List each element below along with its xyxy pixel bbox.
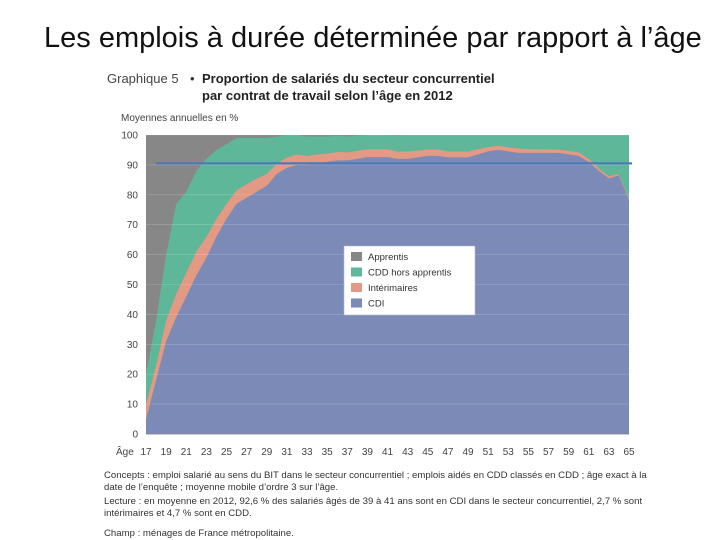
legend-label: CDI (368, 299, 384, 310)
note-concepts: Concepts : emploi salarié au sens du BIT… (104, 470, 647, 493)
note-champ: Champ : ménages de France métropolitaine… (104, 528, 294, 539)
area-apprentis (146, 135, 629, 375)
x-tick-label: 37 (342, 447, 354, 458)
chart-title-line1: Proportion de salariés du secteur concur… (202, 71, 495, 86)
y-tick-label: 20 (127, 370, 139, 381)
legend-box (343, 245, 476, 316)
graph-label: Graphique 5 (107, 71, 179, 86)
chart-title-line2: par contrat de travail selon l’âge en 20… (202, 88, 453, 103)
x-tick-label: 17 (140, 447, 152, 458)
slide-title: Les emplois à durée déterminée par rappo… (44, 22, 702, 54)
x-tick-label: 25 (221, 447, 233, 458)
legend-swatch (351, 252, 362, 261)
axis-layer: 0 10 20 30 40 50 60 70 80 90 100 17 19 21 23 25 27 29 31 33… (121, 131, 635, 459)
x-tick-label: 49 (462, 447, 474, 458)
x-tick-label: 29 (261, 447, 273, 458)
x-tick-label: 19 (161, 447, 173, 458)
x-tick-label: 55 (523, 447, 535, 458)
x-tick-label: 57 (543, 447, 555, 458)
y-tick-label: 0 (132, 430, 138, 441)
y-tick-label: 10 (127, 400, 139, 411)
x-tick-label: 61 (583, 447, 595, 458)
y-tick-label: 50 (127, 280, 139, 291)
x-tick-label: 43 (402, 447, 414, 458)
x-tick-label: 63 (603, 447, 615, 458)
x-tick-label: 47 (442, 447, 454, 458)
y-tick-label: 100 (121, 131, 138, 142)
x-tick-label: 27 (241, 447, 253, 458)
x-tick-label: 23 (201, 447, 213, 458)
legend-label: CDD hors apprentis (368, 268, 452, 279)
y-tick-label: 30 (127, 340, 139, 351)
y-tick-label: 80 (127, 190, 139, 201)
y-tick-label: 70 (127, 220, 139, 231)
x-tick-label: 59 (563, 447, 575, 458)
x-tick-label: 53 (503, 447, 515, 458)
legend-label: Intérimaires (368, 283, 418, 294)
legend-swatch (351, 267, 362, 277)
x-tick-label: 21 (181, 447, 193, 458)
x-tick-label: 45 (422, 447, 434, 458)
x-axis-label: Âge (116, 445, 134, 458)
x-tick-label: 65 (623, 447, 635, 458)
x-tick-label: 51 (483, 447, 495, 458)
x-tick-label: 31 (281, 447, 293, 458)
y-tick-label: 90 (127, 160, 139, 171)
legend: Apprentis CDD hors apprentis Intérimaires C… (343, 245, 476, 316)
x-tick-label: 35 (322, 447, 334, 458)
legend-label: Apprentis (368, 252, 408, 263)
legend-swatch (351, 298, 362, 308)
y-tick-label: 40 (127, 310, 139, 321)
y-axis-label: Moyennes annuelles en % (121, 113, 238, 124)
x-tick-label: 33 (301, 447, 313, 458)
x-tick-label: 41 (382, 447, 394, 458)
y-tick-label: 60 (127, 250, 139, 261)
x-tick-label: 39 (362, 447, 374, 458)
legend-swatch (351, 283, 362, 292)
graph-bullet: • (190, 71, 195, 86)
note-lecture: Lecture : en moyenne en 2012, 92,6 % des… (104, 496, 643, 519)
